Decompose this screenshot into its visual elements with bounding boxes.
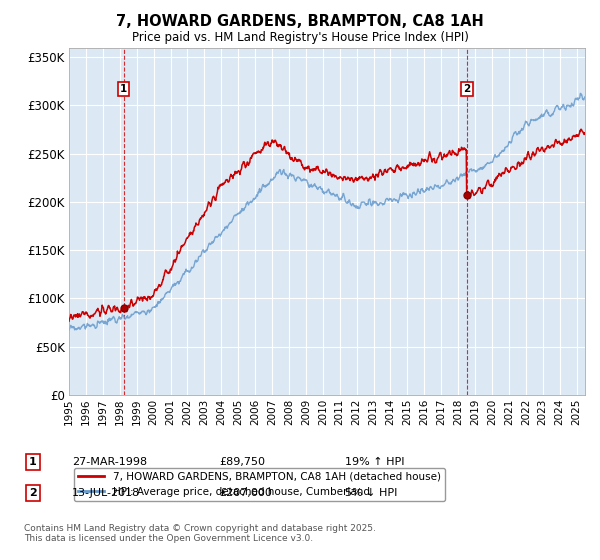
Text: Price paid vs. HM Land Registry's House Price Index (HPI): Price paid vs. HM Land Registry's House … <box>131 31 469 44</box>
Text: 2: 2 <box>463 84 471 94</box>
Text: 2: 2 <box>29 488 37 498</box>
Text: 19% ↑ HPI: 19% ↑ HPI <box>345 457 404 467</box>
Text: 5% ↓ HPI: 5% ↓ HPI <box>345 488 397 498</box>
Text: 1: 1 <box>29 457 37 467</box>
Legend: 7, HOWARD GARDENS, BRAMPTON, CA8 1AH (detached house), HPI: Average price, detac: 7, HOWARD GARDENS, BRAMPTON, CA8 1AH (de… <box>74 468 445 501</box>
Text: Contains HM Land Registry data © Crown copyright and database right 2025.
This d: Contains HM Land Registry data © Crown c… <box>24 524 376 543</box>
Text: 13-JUL-2018: 13-JUL-2018 <box>72 488 140 498</box>
Text: £89,750: £89,750 <box>219 457 265 467</box>
Text: 1: 1 <box>120 84 127 94</box>
Text: 7, HOWARD GARDENS, BRAMPTON, CA8 1AH: 7, HOWARD GARDENS, BRAMPTON, CA8 1AH <box>116 14 484 29</box>
Text: 27-MAR-1998: 27-MAR-1998 <box>72 457 147 467</box>
Text: £207,000: £207,000 <box>219 488 272 498</box>
